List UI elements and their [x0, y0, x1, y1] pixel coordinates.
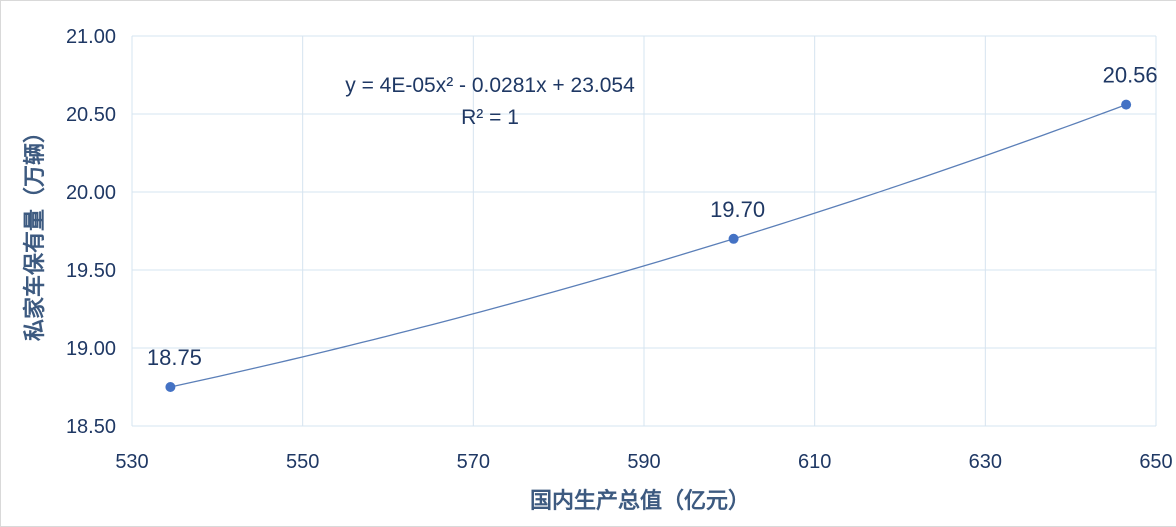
- y-tick-label: 19.00: [66, 338, 116, 360]
- y-axis-title: 私家车保有量（万辆）: [22, 121, 48, 341]
- trendline-equation: y = 4E-05x² - 0.0281x + 23.054: [345, 74, 635, 97]
- data-point: [1121, 99, 1132, 110]
- x-tick-label: 650: [1139, 451, 1172, 473]
- trendline: [170, 104, 1127, 388]
- tick-labels: 530 550 570 590 610 630 650 18.50 19.00 19.50 20.0…: [66, 26, 1173, 473]
- x-tick-label: 570: [457, 451, 490, 473]
- data-label: 18.75: [147, 345, 202, 370]
- y-tick-label: 18.50: [66, 416, 116, 438]
- data-point: [165, 382, 176, 392]
- y-tick-label: 20.50: [66, 104, 116, 126]
- data-point: [728, 233, 739, 244]
- x-axis-title: 国内生产总值（亿元）: [530, 488, 750, 514]
- trendline-layer: [170, 104, 1127, 388]
- x-tick-label: 550: [286, 451, 319, 473]
- y-tick-label: 19.50: [66, 260, 116, 282]
- data-points: 18.75 19.70 20.56: [147, 63, 1158, 392]
- x-tick-label: 630: [969, 451, 1002, 473]
- trendline-r2: R² = 1: [461, 106, 519, 129]
- x-tick-label: 590: [627, 451, 660, 473]
- gridlines: [131, 35, 1157, 427]
- data-label: 20.56: [1103, 63, 1158, 88]
- x-tick-label: 530: [115, 451, 148, 473]
- data-label: 19.70: [710, 197, 765, 222]
- x-tick-label: 610: [798, 451, 831, 473]
- y-tick-label: 21.00: [66, 26, 116, 48]
- y-tick-label: 20.00: [66, 182, 116, 204]
